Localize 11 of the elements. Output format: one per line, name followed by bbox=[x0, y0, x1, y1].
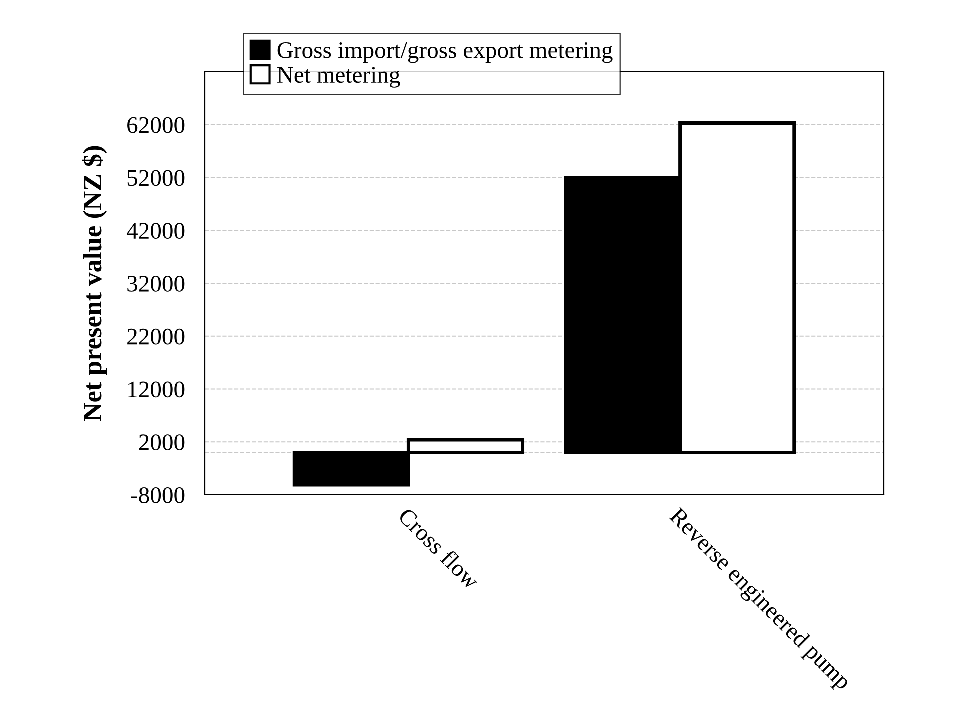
y-tick-label: 62000 bbox=[128, 117, 185, 134]
y-tick-label: 12000 bbox=[128, 382, 185, 398]
legend-label: Gross import/gross export metering bbox=[278, 42, 613, 64]
y-tick-label: -8000 bbox=[131, 487, 185, 504]
y-tick-label: 2000 bbox=[139, 434, 185, 451]
y-axis-title: Net present value (NZ $) bbox=[82, 146, 108, 422]
legend-label: Net metering bbox=[278, 67, 400, 88]
y-tick-label: 22000 bbox=[128, 328, 185, 345]
y-tick-label: 32000 bbox=[128, 276, 185, 292]
y-tick-label: 42000 bbox=[126, 223, 185, 240]
y-tick-label: 52000 bbox=[128, 170, 185, 186]
